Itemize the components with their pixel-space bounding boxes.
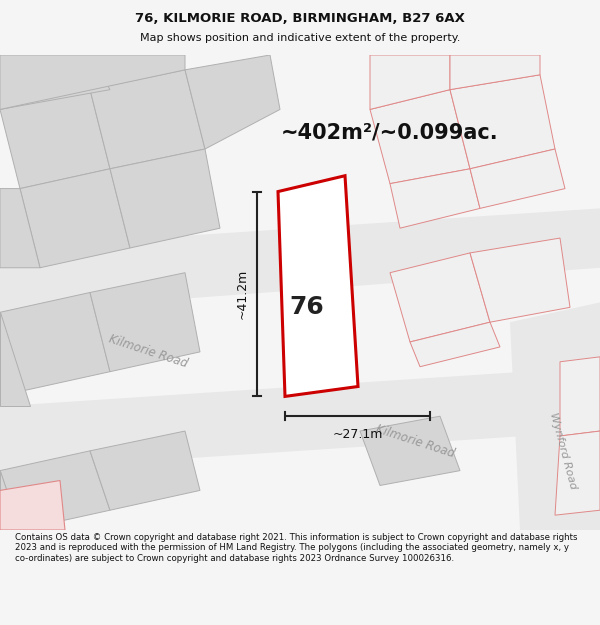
- Polygon shape: [510, 302, 600, 530]
- Polygon shape: [0, 481, 65, 530]
- Polygon shape: [90, 431, 200, 510]
- Text: Contains OS data © Crown copyright and database right 2021. This information is : Contains OS data © Crown copyright and d…: [15, 533, 577, 562]
- Polygon shape: [0, 292, 110, 391]
- Polygon shape: [0, 208, 600, 312]
- Text: Wynford Road: Wynford Road: [548, 411, 578, 490]
- Polygon shape: [370, 89, 470, 184]
- Polygon shape: [0, 367, 600, 471]
- Polygon shape: [278, 176, 358, 396]
- Polygon shape: [390, 253, 490, 342]
- Text: 76: 76: [289, 296, 324, 319]
- Text: ~41.2m: ~41.2m: [236, 269, 249, 319]
- Text: ~402m²/~0.099ac.: ~402m²/~0.099ac.: [281, 122, 499, 142]
- Polygon shape: [0, 189, 40, 268]
- Polygon shape: [470, 149, 565, 208]
- Polygon shape: [90, 272, 200, 372]
- Text: Map shows position and indicative extent of the property.: Map shows position and indicative extent…: [140, 33, 460, 43]
- Polygon shape: [410, 322, 500, 367]
- Polygon shape: [0, 89, 110, 189]
- Polygon shape: [0, 471, 20, 530]
- Polygon shape: [90, 70, 205, 169]
- Polygon shape: [0, 451, 110, 530]
- Text: ~27.1m: ~27.1m: [332, 428, 383, 441]
- Polygon shape: [370, 55, 450, 109]
- Polygon shape: [470, 238, 570, 322]
- Polygon shape: [0, 55, 110, 109]
- Polygon shape: [390, 169, 480, 228]
- Polygon shape: [560, 357, 600, 436]
- Polygon shape: [185, 55, 280, 149]
- Text: Kilmorie Road: Kilmorie Road: [107, 333, 189, 371]
- Polygon shape: [450, 55, 540, 89]
- Polygon shape: [0, 55, 185, 109]
- Text: Kilmorie Road: Kilmorie Road: [374, 422, 456, 460]
- Polygon shape: [20, 169, 130, 268]
- Polygon shape: [110, 149, 220, 248]
- Polygon shape: [450, 75, 555, 169]
- Text: 76, KILMORIE ROAD, BIRMINGHAM, B27 6AX: 76, KILMORIE ROAD, BIRMINGHAM, B27 6AX: [135, 12, 465, 25]
- Polygon shape: [0, 312, 30, 406]
- Polygon shape: [555, 431, 600, 515]
- Polygon shape: [360, 416, 460, 486]
